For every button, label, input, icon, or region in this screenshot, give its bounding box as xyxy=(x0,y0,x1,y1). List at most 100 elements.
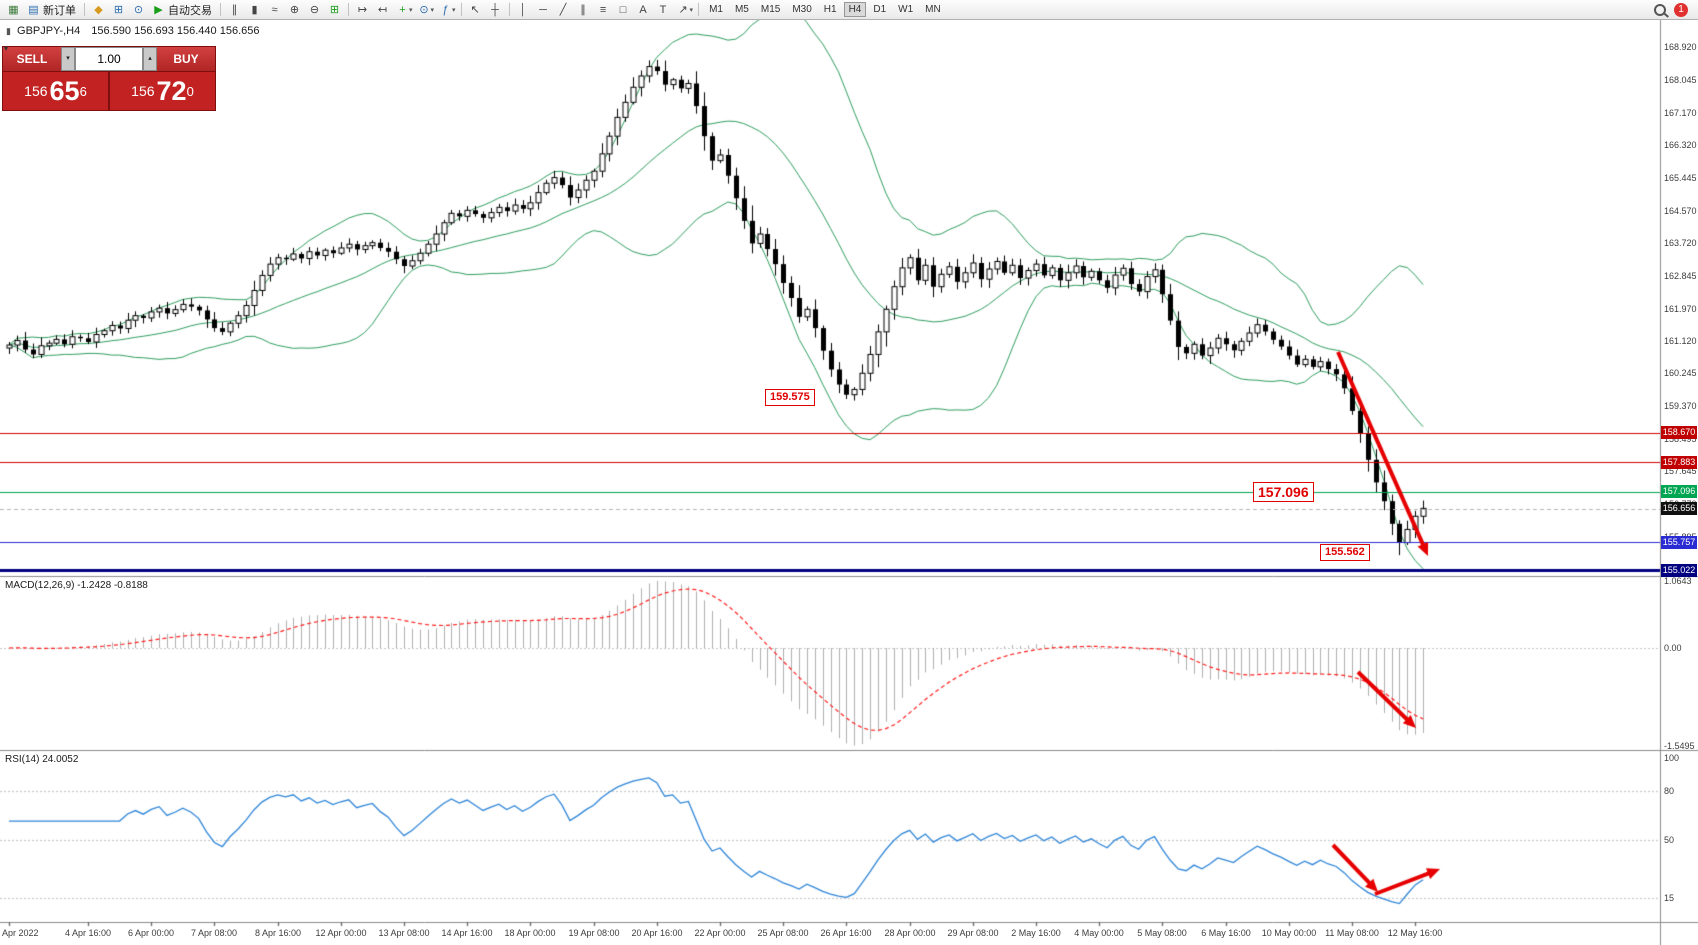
sell-price-prefix: 156 xyxy=(24,83,48,99)
volume-input[interactable] xyxy=(75,47,143,71)
sell-price-big: 65 xyxy=(49,76,80,106)
indicators-icon: ƒ xyxy=(442,3,449,16)
mql5-community-icon[interactable]: ◆ xyxy=(89,2,108,18)
toolbar-items: ▦ ▤ 新订单 ◆ ⊞ ⊙ ▶ 自动交易 ∥ ▮ ≈ ⊕ ⊖ ⊞ ↦ ↤ + ▾ ⊙ ▾ ƒ ▾ ↖ ┼ │ ─ ╱ ∥ ≡ □ A T ↗ ▾ xyxy=(4,2,702,18)
crosshair-icon[interactable]: ┼ xyxy=(486,2,505,18)
indicators-icon[interactable]: ƒ ▾ xyxy=(436,2,457,18)
tile-windows-icon[interactable]: ⊞ xyxy=(325,2,344,18)
text-label-icon: T xyxy=(659,3,667,16)
chart-window-icon[interactable]: ▦ xyxy=(4,2,23,18)
chart-shift-icon[interactable]: ↤ xyxy=(373,2,392,18)
toolbar-separator xyxy=(460,3,462,16)
zoom-out-icon[interactable]: ⊖ xyxy=(305,2,324,18)
timeframe-h1-button[interactable]: H1 xyxy=(823,4,837,15)
timeframe-m30-button[interactable]: M30 xyxy=(792,4,812,15)
candlestick-chart-icon: ▮ xyxy=(251,3,258,16)
line-chart-icon: ≈ xyxy=(271,3,278,16)
chart-symbol-icon: ▮ xyxy=(6,26,11,36)
sell-button[interactable]: SELL xyxy=(3,47,61,71)
text-label-icon[interactable]: T xyxy=(654,2,673,18)
buy-price-prefix: 156 xyxy=(131,83,155,99)
autotrading-button: ▶ xyxy=(154,3,163,16)
zoom-out-icon: ⊖ xyxy=(309,3,320,16)
market-watch-icon: ⊞ xyxy=(113,3,124,16)
price-annotation[interactable]: 157.096 xyxy=(1253,482,1314,502)
cursor-icon: ↖ xyxy=(470,3,480,16)
chevron-down-icon: ▾ xyxy=(409,6,413,14)
timeframe-m5-button[interactable]: M5 xyxy=(734,4,749,15)
timeframe-w1-button[interactable]: W1 xyxy=(898,4,914,15)
vertical-line-icon[interactable]: │ xyxy=(514,2,533,18)
toolbar-separator xyxy=(220,3,221,16)
chart-shift-icon: ↤ xyxy=(377,3,388,16)
new-chart-icon: + xyxy=(399,3,406,16)
buy-price-sup: 0 xyxy=(186,83,194,99)
fibonacci-icon[interactable]: ≡ xyxy=(594,2,613,18)
trade-panel-controls: SELL ▾ ▴ BUY xyxy=(3,47,215,71)
timeframe-mn-button[interactable]: MN xyxy=(925,4,941,15)
buy-button[interactable]: BUY xyxy=(157,47,215,71)
shapes-icon: □ xyxy=(619,3,627,16)
auto-scroll-icon: ↦ xyxy=(357,3,368,16)
sell-price[interactable]: 156 65 6 xyxy=(3,72,110,110)
one-click-collapse-button[interactable]: ▾ xyxy=(4,44,9,53)
market-watch-icon[interactable]: ⊞ xyxy=(109,2,128,18)
timeframe-d1-button[interactable]: D1 xyxy=(873,4,887,15)
chevron-down-icon: ▾ xyxy=(452,6,456,14)
volume-decrease-button[interactable]: ▾ xyxy=(61,47,75,71)
autotrading-button-label: 自动交易 xyxy=(168,4,212,17)
navigator-icon: ⊙ xyxy=(133,3,144,16)
periods-icon[interactable]: ⊙ ▾ xyxy=(415,2,436,18)
horizontal-line-icon: ─ xyxy=(539,3,547,16)
auto-scroll-icon[interactable]: ↦ xyxy=(353,2,372,18)
trade-panel-prices: 156 65 6 156 72 0 xyxy=(3,71,215,110)
timeframe-m15-button[interactable]: M15 xyxy=(760,4,781,15)
notification-badge[interactable]: 1 xyxy=(1674,2,1688,17)
toolbar-right: 1 xyxy=(1654,2,1694,17)
trendline-icon: ╱ xyxy=(559,3,567,16)
arrows-icon[interactable]: ↗ ▾ xyxy=(674,2,695,18)
price-annotation[interactable]: 159.575 xyxy=(765,389,815,406)
navigator-icon[interactable]: ⊙ xyxy=(129,2,148,18)
horizontal-line-icon[interactable]: ─ xyxy=(534,2,553,18)
trendline-icon[interactable]: ╱ xyxy=(554,2,573,18)
timeframe-m1-button[interactable]: M1 xyxy=(709,4,723,15)
price-tag[interactable]: 157.883 xyxy=(1661,456,1697,469)
toolbar-separator xyxy=(348,3,349,16)
new-order-button: ▤ xyxy=(28,3,39,16)
vertical-line-icon: │ xyxy=(519,3,527,16)
volume-increase-button[interactable]: ▴ xyxy=(143,47,157,71)
text-icon[interactable]: A xyxy=(634,2,653,18)
new-order-button-label: 新订单 xyxy=(43,4,76,17)
search-icon[interactable] xyxy=(1654,3,1666,16)
bar-chart-icon[interactable]: ∥ xyxy=(225,2,244,18)
line-chart-icon[interactable]: ≈ xyxy=(265,2,284,18)
equidistant-channel-icon[interactable]: ∥ xyxy=(574,2,593,18)
fibonacci-icon: ≡ xyxy=(599,3,607,16)
chart-window-icon: ▦ xyxy=(8,3,19,16)
rsi-label: RSI(14) 24.0052 xyxy=(5,754,79,765)
buy-price[interactable]: 156 72 0 xyxy=(110,72,215,110)
macd-label: MACD(12,26,9) -1.2428 -0.8188 xyxy=(5,580,148,591)
text-icon: A xyxy=(639,3,647,16)
price-tag[interactable]: 156.656 xyxy=(1661,502,1697,515)
zoom-in-icon[interactable]: ⊕ xyxy=(285,2,304,18)
sell-price-sup: 6 xyxy=(79,83,87,99)
price-annotation[interactable]: 155.562 xyxy=(1320,544,1370,561)
buy-price-big: 72 xyxy=(156,76,187,106)
price-tag[interactable]: 155.022 xyxy=(1661,564,1697,577)
price-tag[interactable]: 157.096 xyxy=(1661,485,1697,498)
shapes-icon[interactable]: □ xyxy=(614,2,633,18)
toolbar-separator xyxy=(508,3,510,16)
crosshair-icon: ┼ xyxy=(491,3,499,16)
candlestick-chart-icon[interactable]: ▮ xyxy=(245,2,264,18)
new-order-button[interactable]: ▤ 新订单 xyxy=(24,2,80,18)
cursor-icon[interactable]: ↖ xyxy=(466,2,485,18)
new-chart-icon[interactable]: + ▾ xyxy=(393,2,414,18)
autotrading-button[interactable]: ▶ 自动交易 xyxy=(149,2,216,18)
timeframe-h4-button[interactable]: H4 xyxy=(843,2,867,17)
price-tag[interactable]: 155.757 xyxy=(1661,536,1697,549)
price-tag[interactable]: 158.670 xyxy=(1661,426,1697,439)
bar-chart-icon: ∥ xyxy=(231,3,238,16)
